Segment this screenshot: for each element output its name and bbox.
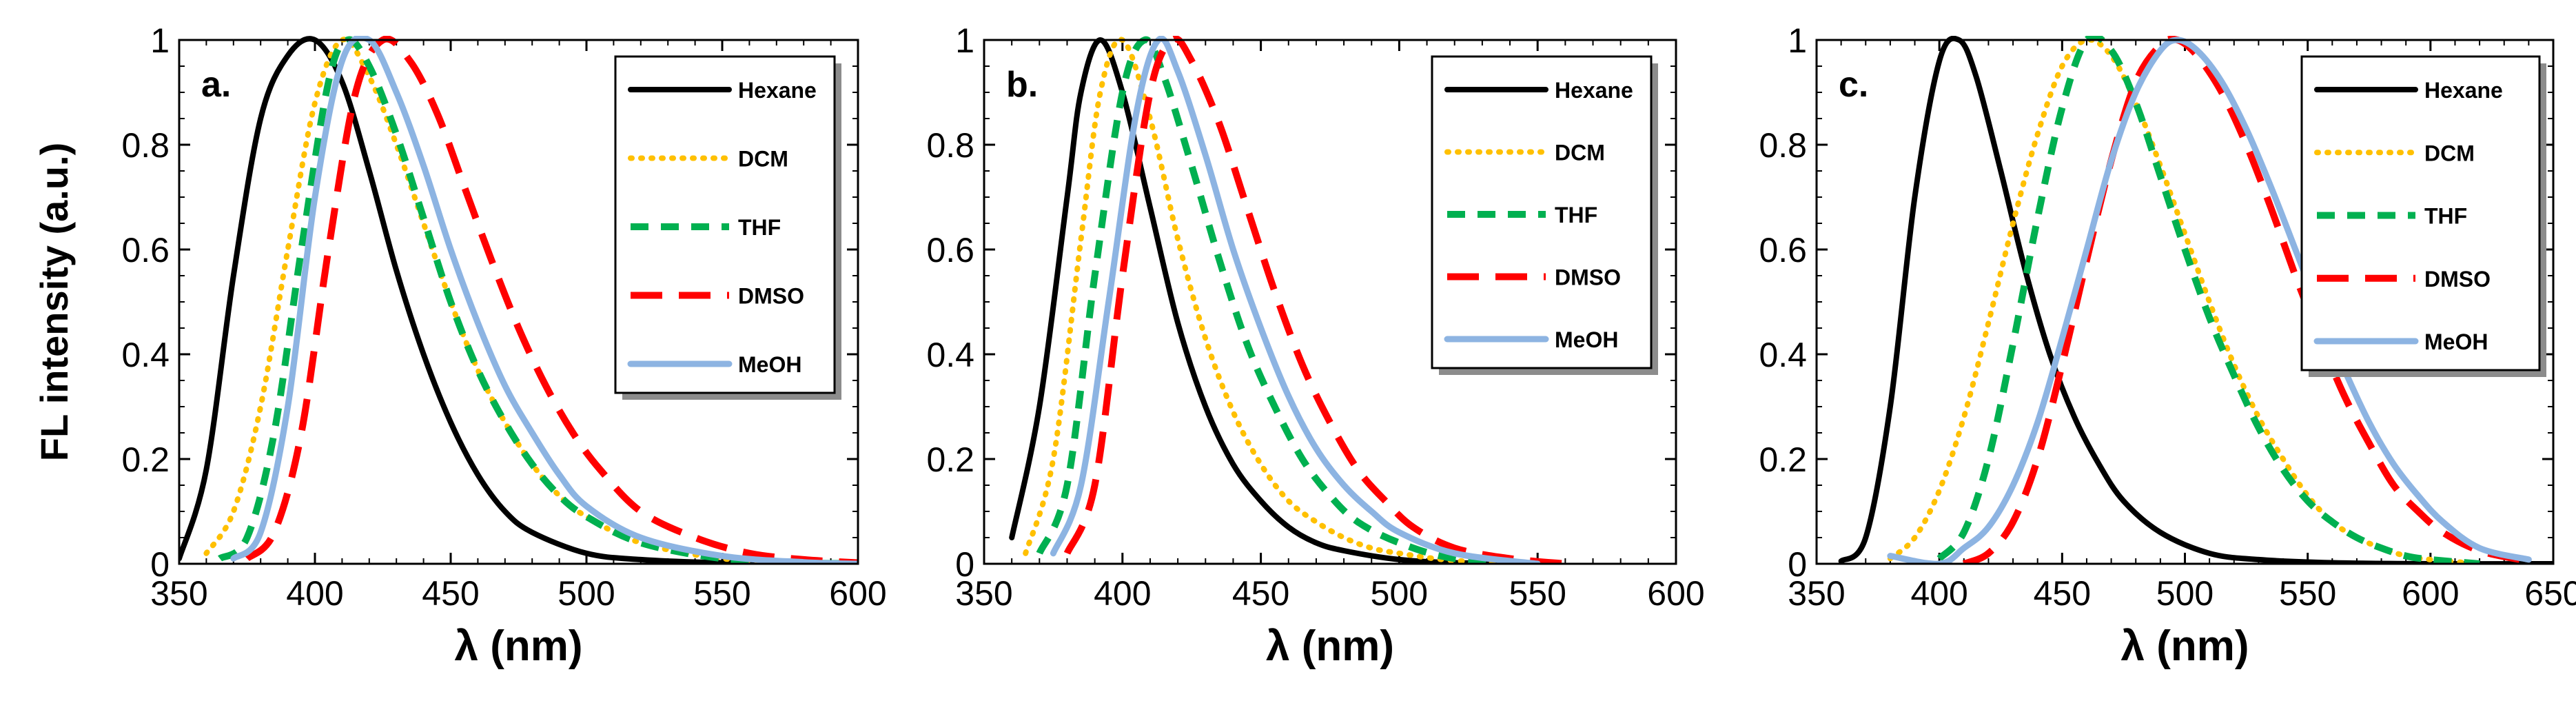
legend-label: DMSO bbox=[738, 284, 804, 309]
panel-label: c. bbox=[1839, 65, 1868, 105]
panel-label: b. bbox=[1006, 65, 1038, 105]
y-tick-label: 0.6 bbox=[1759, 231, 1807, 269]
legend-label: Hexane bbox=[1555, 78, 1633, 103]
legend-label: DCM bbox=[1555, 141, 1605, 165]
series-line-dmso bbox=[1962, 36, 2530, 564]
x-tick-label: 450 bbox=[1232, 574, 1289, 613]
x-tick-label: 500 bbox=[2156, 574, 2214, 613]
series-line-dcm bbox=[1023, 37, 1541, 564]
x-tick-label: 400 bbox=[286, 574, 343, 613]
y-tick-label: 0.4 bbox=[121, 336, 170, 374]
x-axis-title: λ (nm) bbox=[2121, 622, 2249, 670]
series-line-meoh bbox=[230, 36, 858, 564]
legend-label: DCM bbox=[2424, 141, 2475, 165]
series-line-hexane bbox=[1838, 36, 2553, 564]
series-line-meoh bbox=[1887, 37, 2532, 564]
y-tick-label: 0.6 bbox=[926, 231, 974, 269]
panel-b: 350 400 450 500 550 600 0 0.2 0.4 0.6 0.8 1 b. Hexane… bbox=[926, 21, 1704, 670]
series-line-meoh bbox=[1050, 36, 1541, 564]
x-tick-label: 350 bbox=[955, 574, 1012, 613]
series-line-thf bbox=[1936, 36, 2480, 564]
y-tick-label: 0 bbox=[955, 545, 974, 584]
x-tick-label: 400 bbox=[1094, 574, 1151, 613]
legend-label: THF bbox=[2424, 204, 2467, 229]
y-tick-label: 0.4 bbox=[1759, 336, 1807, 374]
y-tick-label: 0.2 bbox=[121, 440, 170, 479]
panel-a: 350 400 450 500 550 600 0 0.2 0.4 0.6 0.8 1 a. Hexane… bbox=[32, 21, 887, 670]
y-tick-label: 0.2 bbox=[926, 440, 974, 479]
series-line-dmso bbox=[1063, 36, 1566, 564]
legend-label: Hexane bbox=[738, 78, 817, 103]
x-tick-label: 450 bbox=[2034, 574, 2091, 613]
legend-label: THF bbox=[1555, 203, 1597, 227]
x-tick-label: 550 bbox=[1509, 574, 1566, 613]
legend-label: MeOH bbox=[738, 352, 801, 377]
series-line-dcm bbox=[203, 37, 858, 564]
series-line-dmso bbox=[245, 36, 858, 564]
legend-box bbox=[2300, 55, 2541, 371]
x-tick-label: 500 bbox=[558, 574, 615, 613]
legend-label: Hexane bbox=[2424, 78, 2503, 103]
x-tick-label: 600 bbox=[1647, 574, 1704, 613]
y-tick-label: 0 bbox=[1788, 545, 1807, 584]
x-tick-label: 500 bbox=[1371, 574, 1428, 613]
series-line-thf bbox=[218, 36, 858, 564]
x-tick-label: 600 bbox=[2402, 574, 2459, 613]
x-axis-title: λ (nm) bbox=[455, 622, 583, 670]
x-tick-label: 550 bbox=[2279, 574, 2336, 613]
x-tick-label: 350 bbox=[1788, 574, 1845, 613]
y-tick-label: 0.2 bbox=[1759, 440, 1807, 479]
y-tick-label: 0.6 bbox=[121, 231, 170, 269]
series-group bbox=[179, 36, 858, 564]
legend-label: THF bbox=[738, 215, 781, 240]
y-tick-label: 1 bbox=[955, 21, 974, 60]
panel-c: 350 400 450 500 550 600 650 0 0.2 0.4 0.6 0.8 1 c. Hex… bbox=[1759, 21, 2576, 670]
y-tick-label: 0.4 bbox=[926, 336, 974, 374]
x-tick-label: 650 bbox=[2524, 574, 2576, 613]
legend-label: MeOH bbox=[1555, 327, 1618, 352]
legend-label: MeOH bbox=[2424, 329, 2488, 354]
series-line-thf bbox=[1036, 36, 1538, 564]
plot-frame bbox=[983, 39, 1677, 565]
y-tick-label: 0 bbox=[150, 545, 170, 584]
series-group bbox=[1009, 36, 1566, 564]
y-tick-label: 0.8 bbox=[1759, 126, 1807, 165]
series-group bbox=[1838, 36, 2553, 564]
y-tick-label: 0.8 bbox=[121, 126, 170, 165]
series-line-hexane bbox=[179, 36, 858, 564]
x-axis-title: λ (nm) bbox=[1266, 622, 1394, 670]
y-tick-label: 1 bbox=[150, 21, 170, 60]
y-tick-label: 0.8 bbox=[926, 126, 974, 165]
legend-label: DCM bbox=[738, 147, 788, 172]
plot-frame bbox=[1815, 39, 2555, 565]
x-tick-label: 600 bbox=[829, 574, 886, 613]
legend-label: DMSO bbox=[2424, 267, 2491, 292]
y-axis-title: FL intensity (a.u.) bbox=[32, 143, 76, 462]
series-line-hexane bbox=[1009, 37, 1541, 564]
x-tick-label: 350 bbox=[150, 574, 207, 613]
x-tick-label: 450 bbox=[422, 574, 479, 613]
x-tick-label: 400 bbox=[1910, 574, 1967, 613]
legend-label: DMSO bbox=[1555, 265, 1621, 290]
plot-frame bbox=[178, 39, 859, 565]
y-tick-label: 1 bbox=[1788, 21, 1807, 60]
x-tick-label: 550 bbox=[693, 574, 750, 613]
panel-label: a. bbox=[201, 65, 231, 105]
